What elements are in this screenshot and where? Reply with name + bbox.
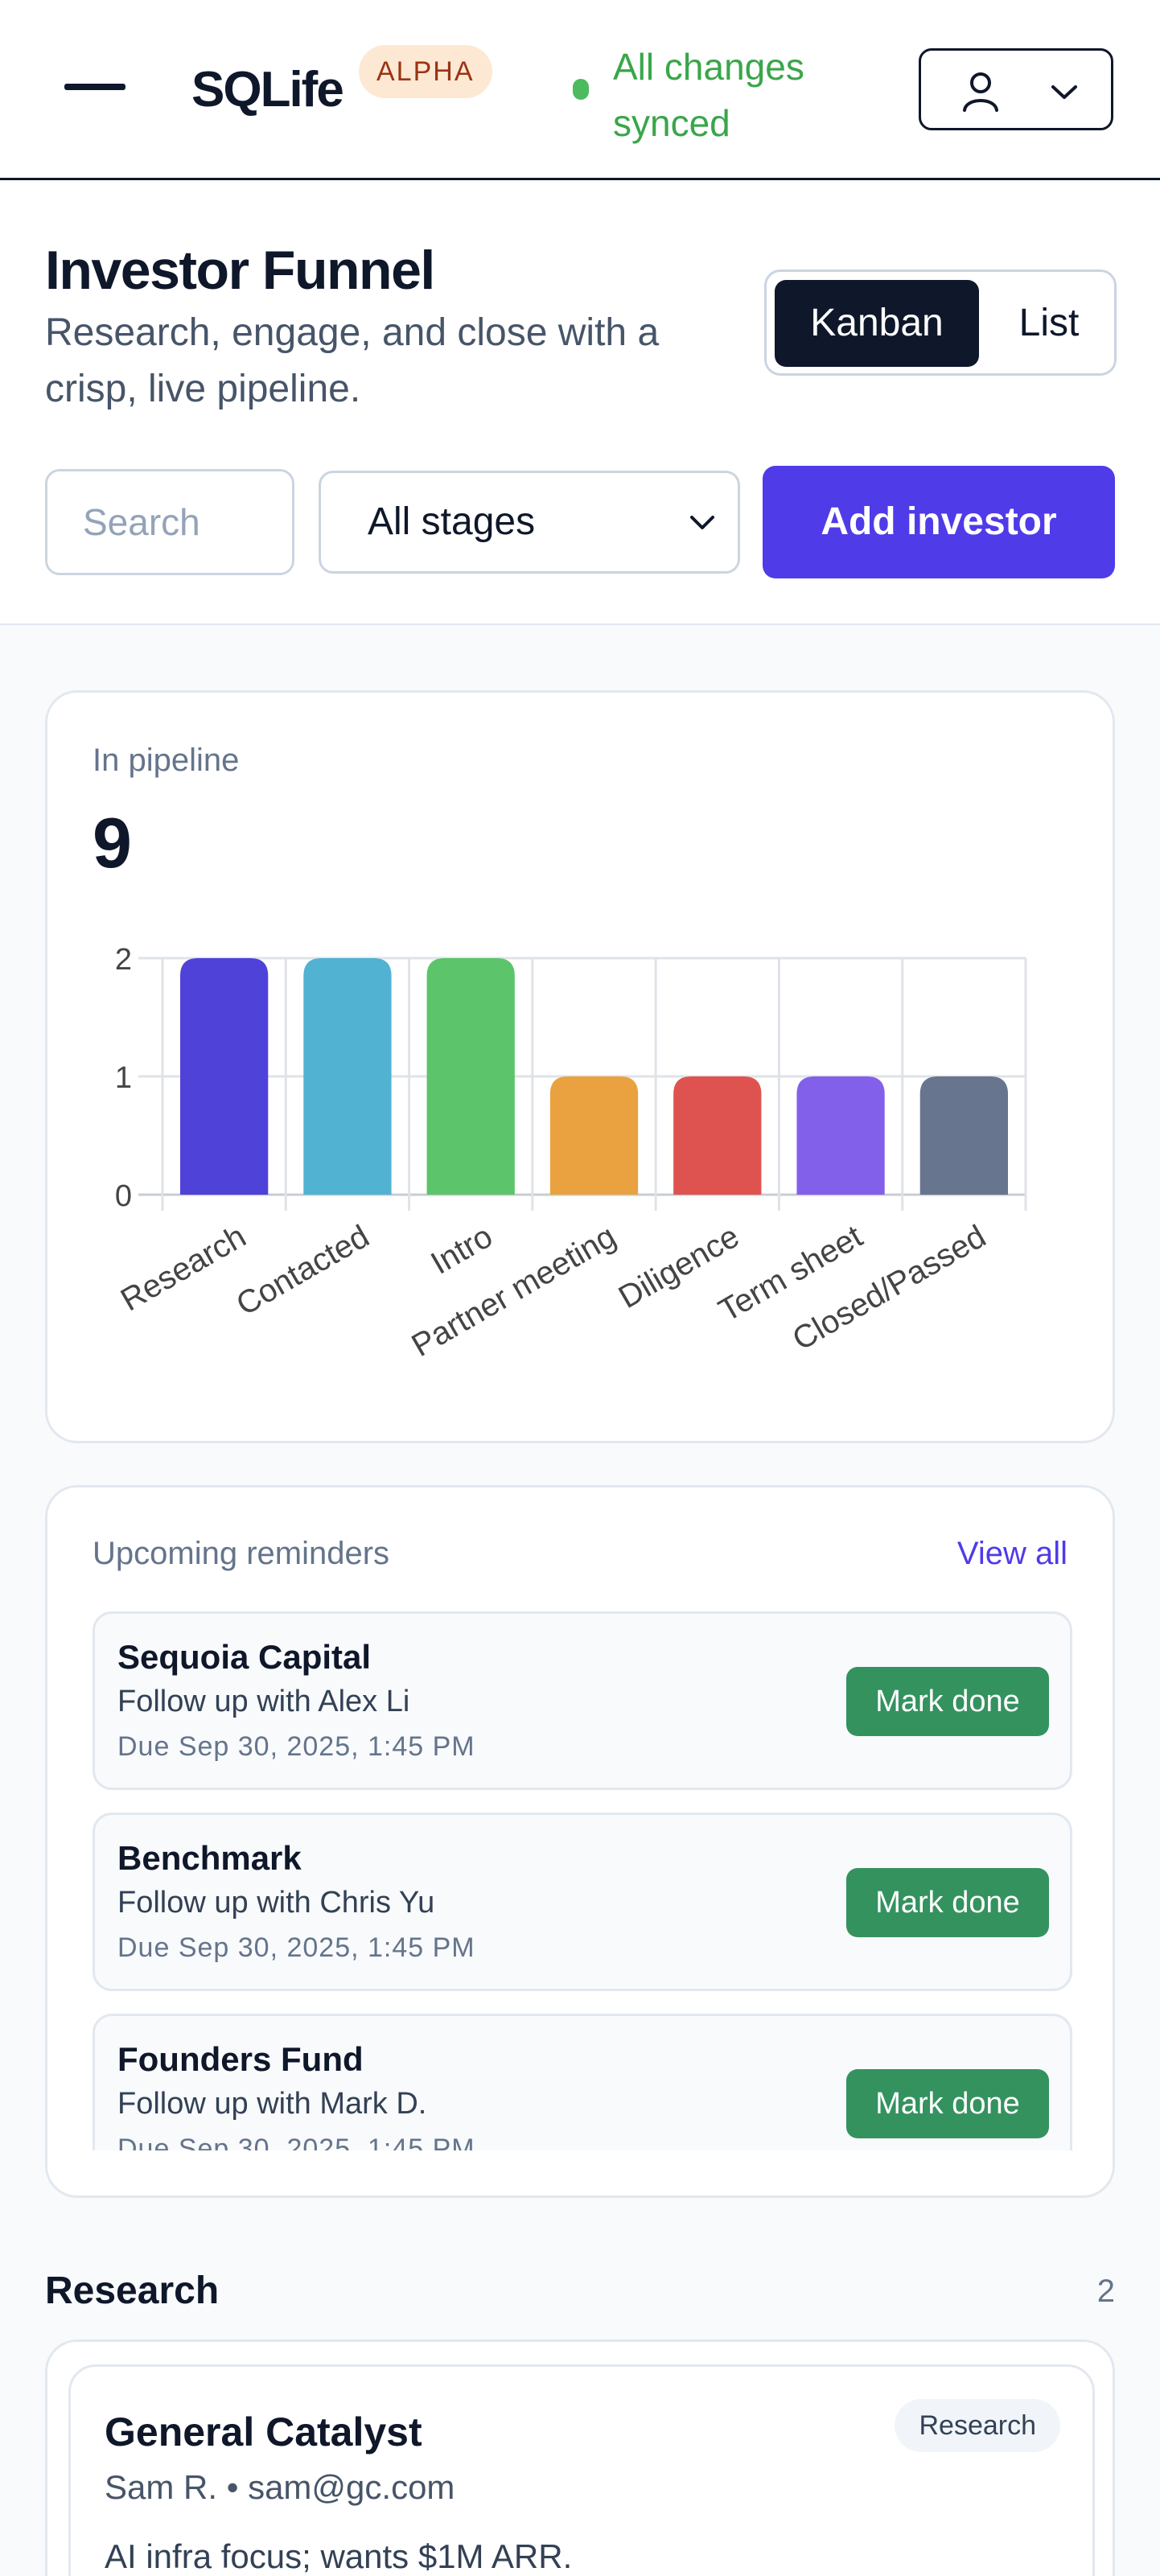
- chart-x-tick-label: Contacted: [231, 1219, 376, 1323]
- chart-x-tick-label: Intro: [425, 1219, 498, 1282]
- view-all-link[interactable]: View all: [956, 1536, 1067, 1571]
- search-input[interactable]: [45, 469, 294, 575]
- chart-bar: [796, 1076, 885, 1195]
- chart-x-tick-label: Partner meeting: [406, 1219, 622, 1364]
- stage-column-title: Research: [45, 2269, 220, 2312]
- view-list-button[interactable]: List: [1018, 302, 1080, 344]
- reminder-item: Sequoia Capital Follow up with Alex Li D…: [93, 1611, 1072, 1790]
- add-investor-button[interactable]: Add investor: [763, 466, 1115, 578]
- reminder-investor: Sequoia Capital: [117, 1638, 372, 1676]
- top-bar: SQLife ALPHA All changes synced: [0, 0, 1160, 180]
- reminder-due: Due Sep 30, 2025, 1:45 PM: [117, 1731, 475, 1762]
- sync-status: All changes synced: [613, 46, 804, 144]
- user-icon: [963, 72, 998, 112]
- reminder-task: Follow up with Alex Li: [117, 1685, 410, 1718]
- user-menu-button[interactable]: [919, 48, 1113, 130]
- chevron-down-icon: [1051, 85, 1077, 99]
- alpha-badge: ALPHA: [359, 45, 492, 98]
- pipeline-label: In pipeline: [93, 743, 240, 778]
- chart-y-tick-label: 1: [115, 1061, 132, 1095]
- chart-bar: [180, 958, 269, 1195]
- investor-name: General Catalyst: [105, 2409, 422, 2455]
- mark-done-button[interactable]: Mark done: [846, 1667, 1049, 1736]
- reminder-item: Benchmark Follow up with Chris Yu Due Se…: [93, 1813, 1072, 1991]
- reminders-label: Upcoming reminders: [93, 1536, 390, 1571]
- chart-bar: [426, 958, 515, 1195]
- investor-note: AI infra focus; wants $1M ARR.: [105, 2537, 573, 2575]
- investor-card[interactable]: General Catalyst Sam R. • sam@gc.com AI …: [68, 2364, 1095, 2576]
- page-title: Investor Funnel: [45, 240, 435, 301]
- view-kanban-button[interactable]: Kanban: [775, 280, 979, 367]
- mark-done-button[interactable]: Mark done: [846, 1868, 1049, 1937]
- reminder-item: Founders Fund Follow up with Mark D. Due…: [93, 2014, 1072, 2150]
- chart-bar: [549, 1076, 639, 1195]
- mark-done-button[interactable]: Mark done: [846, 2069, 1049, 2138]
- investor-contact: Sam R. • sam@gc.com: [105, 2468, 455, 2506]
- pipeline-card: In pipeline 9 0 1 2 Research Contacted Intro P…: [45, 690, 1115, 1443]
- stage-badge: Research: [895, 2399, 1060, 2452]
- page-header: Investor Funnel Research, engage, and cl…: [0, 183, 1160, 625]
- reminders-list[interactable]: Sequoia Capital Follow up with Alex Li D…: [93, 1611, 1072, 2150]
- stage-filter-select[interactable]: All stages: [319, 471, 740, 574]
- chart-bar: [919, 1076, 1008, 1195]
- reminder-investor: Benchmark: [117, 1839, 302, 1877]
- app-brand: SQLife: [191, 62, 344, 117]
- view-toggle: Kanban List: [764, 270, 1117, 376]
- stage-column-count: 2: [1096, 2274, 1115, 2309]
- reminders-card: Upcoming reminders View all Sequoia Capi…: [45, 1485, 1115, 2198]
- chart-bar: [673, 1076, 762, 1195]
- menu-icon: [64, 84, 125, 90]
- sync-status-dot: [573, 79, 589, 100]
- page-subtitle: Research, engage, and close with a crisp…: [45, 311, 660, 410]
- reminder-due: Due Sep 30, 2025, 1:45 PM: [117, 1932, 475, 1963]
- reminder-due: Due Sep 30, 2025, 1:45 PM: [117, 2134, 475, 2150]
- reminder-investor: Founders Fund: [117, 2040, 364, 2078]
- reminder-task: Follow up with Chris Yu: [117, 1886, 435, 1920]
- chevron-down-icon: [690, 516, 714, 529]
- stage-column: General Catalyst Sam R. • sam@gc.com AI …: [45, 2339, 1115, 2576]
- chart-x-tick-label: Research: [115, 1219, 252, 1319]
- stage-filter-value: All stages: [368, 500, 536, 543]
- reminder-task: Follow up with Mark D.: [117, 2087, 427, 2121]
- chart-y-tick-label: 0: [115, 1179, 132, 1213]
- chart-bar: [303, 958, 392, 1195]
- chart-y-tick-label: 2: [115, 943, 132, 977]
- pipeline-count: 9: [93, 803, 132, 883]
